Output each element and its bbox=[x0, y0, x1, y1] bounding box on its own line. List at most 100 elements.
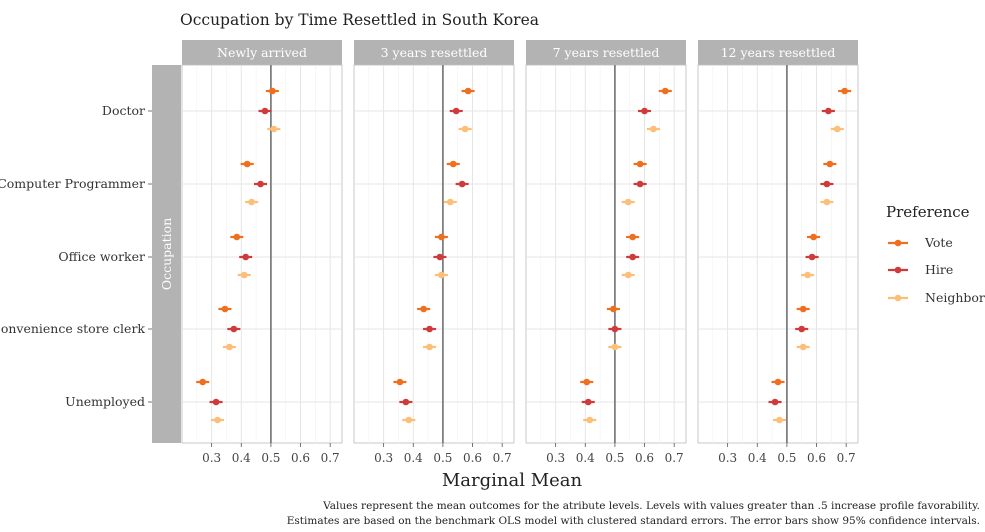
point-vote bbox=[269, 87, 276, 95]
point-neighbor bbox=[799, 343, 807, 351]
panel-strip bbox=[526, 40, 686, 65]
point-hire bbox=[436, 253, 444, 261]
legend-label: Neighbor bbox=[925, 290, 985, 305]
point-hire bbox=[808, 253, 816, 261]
x-tick-label: 0.5 bbox=[605, 451, 624, 465]
panel-strip bbox=[182, 40, 342, 65]
caption-line-1: Values represent the mean outcomes for t… bbox=[322, 500, 980, 512]
point-hire bbox=[452, 107, 460, 115]
point-hire bbox=[636, 180, 644, 188]
panel-1: Newly arrived 0.3 0.4 0.5 0.6 0.7 bbox=[181, 40, 343, 465]
x-tick-label: 0.7 bbox=[493, 451, 512, 465]
point-hire bbox=[261, 107, 269, 115]
x-tick-label: 0.4 bbox=[232, 451, 251, 465]
point-vote bbox=[799, 305, 807, 313]
point-vote bbox=[636, 160, 644, 168]
panel-background bbox=[181, 64, 343, 444]
point-hire bbox=[584, 398, 592, 406]
x-tick-label: 0.6 bbox=[463, 451, 482, 465]
point-neighbor bbox=[624, 198, 632, 206]
point-neighbor bbox=[624, 271, 632, 279]
category-label: Unemployed bbox=[65, 394, 145, 409]
x-tick-label: 0.4 bbox=[576, 451, 595, 465]
point-neighbor bbox=[248, 198, 255, 206]
panel-2: 3 years resettled 0.3 0.4 0.5 0.6 0.7 bbox=[353, 40, 515, 465]
category-label: Office worker bbox=[58, 249, 145, 264]
legend: Preference Vote Hire Neighbor bbox=[886, 203, 985, 305]
point-neighbor bbox=[461, 125, 469, 133]
point-neighbor bbox=[650, 125, 657, 133]
point-vote bbox=[420, 305, 427, 313]
panel-strip bbox=[354, 40, 514, 65]
x-tick-label: 0.3 bbox=[546, 451, 565, 465]
x-tick-label: 0.4 bbox=[748, 451, 767, 465]
legend-title: Preference bbox=[886, 203, 970, 221]
point-neighbor bbox=[438, 271, 445, 279]
x-tick-label: 0.5 bbox=[433, 451, 452, 465]
panel-background bbox=[697, 64, 859, 444]
point-hire bbox=[611, 325, 619, 333]
point-vote bbox=[464, 87, 472, 95]
point-neighbor bbox=[804, 271, 811, 279]
point-hire bbox=[212, 398, 220, 406]
point-neighbor bbox=[270, 125, 278, 133]
x-tick-label: 0.3 bbox=[718, 451, 737, 465]
point-neighbor bbox=[611, 343, 619, 351]
point-neighbor bbox=[226, 343, 233, 351]
legend-key-point bbox=[894, 239, 902, 247]
point-hire bbox=[798, 325, 806, 333]
point-hire bbox=[230, 325, 238, 333]
x-tick-label: 0.7 bbox=[321, 451, 340, 465]
point-vote bbox=[243, 160, 251, 168]
point-neighbor bbox=[240, 271, 248, 279]
y-axis-title: Occupation bbox=[159, 218, 174, 290]
panel-background bbox=[525, 64, 687, 444]
x-tick-label: 0.7 bbox=[837, 451, 856, 465]
point-vote bbox=[221, 305, 229, 313]
point-hire bbox=[771, 398, 779, 406]
point-neighbor bbox=[426, 343, 433, 351]
panel-strip-label: 12 years resettled bbox=[721, 45, 836, 60]
legend-key-point bbox=[894, 294, 902, 302]
point-hire bbox=[426, 325, 433, 333]
point-hire bbox=[823, 180, 831, 188]
point-neighbor bbox=[833, 125, 841, 133]
x-tick-label: 0.7 bbox=[665, 451, 684, 465]
x-tick-label: 0.4 bbox=[404, 451, 423, 465]
point-vote bbox=[810, 233, 817, 241]
x-tick-label: 0.3 bbox=[374, 451, 393, 465]
point-neighbor bbox=[586, 416, 594, 424]
point-neighbor bbox=[446, 198, 454, 206]
point-vote bbox=[629, 233, 636, 241]
point-vote bbox=[583, 378, 591, 386]
category-label: Computer Programmer bbox=[0, 176, 145, 191]
category-labels: Doctor Computer Programmer Office worker Co… bbox=[0, 103, 152, 409]
point-vote bbox=[233, 233, 241, 241]
point-hire bbox=[257, 180, 264, 188]
point-vote bbox=[774, 378, 782, 386]
point-hire bbox=[402, 398, 410, 406]
point-vote bbox=[610, 305, 617, 313]
legend-label: Hire bbox=[925, 262, 953, 277]
point-vote bbox=[199, 378, 207, 386]
x-tick-label: 0.6 bbox=[291, 451, 310, 465]
point-vote bbox=[826, 160, 834, 168]
chart-title: Occupation by Time Resettled in South Ko… bbox=[180, 11, 539, 29]
point-vote bbox=[396, 378, 404, 386]
x-tick-label: 0.6 bbox=[807, 451, 826, 465]
point-neighbor bbox=[405, 416, 413, 424]
x-tick-label: 0.5 bbox=[261, 451, 280, 465]
point-vote bbox=[841, 87, 848, 95]
y-axis: Occupation bbox=[152, 65, 181, 443]
x-axis-title: Marginal Mean bbox=[442, 470, 583, 491]
panel-strip-label: Newly arrived bbox=[217, 45, 307, 60]
y-axis-strip bbox=[152, 65, 181, 443]
legend-key-point bbox=[894, 266, 902, 274]
point-vote bbox=[449, 160, 457, 168]
x-tick-label: 0.6 bbox=[635, 451, 654, 465]
point-neighbor bbox=[214, 416, 221, 424]
point-neighbor bbox=[776, 416, 783, 424]
category-label: Doctor bbox=[102, 103, 145, 118]
